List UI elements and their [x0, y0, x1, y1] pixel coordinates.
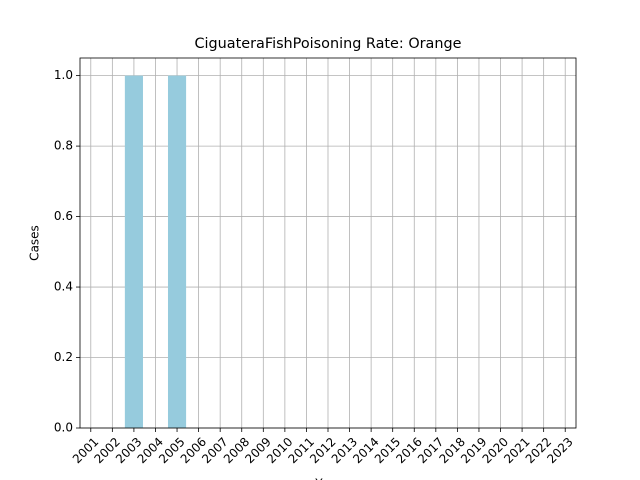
bar: [124, 75, 143, 428]
chart-title: CiguateraFishPoisoning Rate: Orange: [194, 36, 461, 52]
y-tick-label: 0.2: [54, 350, 73, 364]
x-axis-label: Year: [314, 477, 340, 480]
y-tick-label: 0.6: [54, 209, 73, 223]
y-tick-label: 0.4: [54, 280, 73, 294]
y-tick-label: 1.0: [54, 68, 73, 82]
plot-frame: [79, 57, 577, 429]
y-tick-label: 0.0: [54, 421, 73, 435]
y-tick-label: 0.8: [54, 139, 73, 153]
y-axis-label: Cases: [28, 225, 42, 261]
bar: [167, 75, 187, 428]
